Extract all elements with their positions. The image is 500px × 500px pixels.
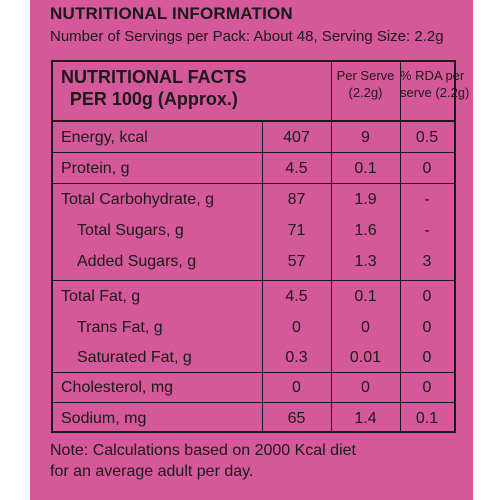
nutrient-row-energy: Energy, kcal 407 9 0.5 — [53, 122, 454, 153]
row-divider — [53, 280, 454, 281]
nutrition-label-panel: NUTRITIONAL INFORMATION Number of Servin… — [30, 0, 473, 500]
header-divider — [53, 120, 454, 122]
row-divider — [53, 372, 454, 373]
nutrient-label: Saturated Fat, g — [77, 349, 192, 366]
column-divider-rda — [400, 62, 401, 431]
footnote-line2: for an average adult per day. — [50, 463, 254, 480]
value-per-serve: 0 — [361, 379, 370, 396]
nutrient-label: Sodium, mg — [61, 410, 147, 427]
servings-info: Number of Servings per Pack: About 48, S… — [50, 28, 444, 45]
value-per-100g: 57 — [287, 253, 306, 270]
nutrient-label: Protein, g — [61, 160, 130, 177]
nutrient-label: Total Carbohydrate, g — [61, 191, 214, 208]
table-title-line1: NUTRITIONAL FACTS — [61, 67, 247, 87]
nutrient-row-total-fat: Total Fat, g 4.5 0.1 0 — [53, 281, 454, 312]
value-per-serve: 0.01 — [349, 349, 382, 366]
value-per-serve: 0.1 — [354, 288, 377, 305]
value-per-100g: 65 — [287, 410, 306, 427]
value-per-100g: 4.5 — [285, 288, 308, 305]
value-rda: 0.5 — [415, 129, 439, 146]
value-per-100g: 0 — [292, 319, 301, 336]
value-per-serve: 0.1 — [354, 160, 377, 177]
value-per-100g: 0.3 — [285, 349, 308, 366]
nutrient-row-cholesterol: Cholesterol, mg 0 0 0 — [53, 372, 454, 403]
value-per-100g: 0 — [292, 379, 301, 396]
per-serve-header-line1: Per Serve — [336, 68, 395, 83]
value-rda: 0 — [422, 319, 432, 336]
rda-header-line2: serve (2.2g) — [400, 85, 470, 100]
value-rda: 3 — [422, 253, 432, 270]
value-per-100g: 87 — [287, 191, 306, 208]
value-per-serve: 1.9 — [354, 191, 377, 208]
nutrient-label: Trans Fat, g — [77, 319, 163, 336]
nutrient-row-sodium: Sodium, mg 65 1.4 0.1 — [53, 403, 454, 434]
value-per-serve: 0 — [361, 319, 370, 336]
table-title: NUTRITIONAL FACTS PER 100g (Approx.) — [61, 66, 247, 110]
per-serve-header-line2: (2.2g) — [348, 85, 383, 100]
value-rda: 0.1 — [415, 410, 439, 427]
nutrient-label: Energy, kcal — [61, 129, 148, 146]
row-divider — [53, 183, 454, 184]
value-per-serve: 1.4 — [354, 410, 377, 427]
nutrient-row-trans-fat: Trans Fat, g 0 0 0 — [53, 312, 454, 343]
nutrient-row-total-sugars: Total Sugars, g 71 1.6 - — [53, 215, 454, 246]
value-rda: 0 — [422, 349, 432, 366]
value-rda: 0 — [422, 160, 432, 177]
footnote-line1: Note: Calculations based on 2000 Kcal di… — [50, 442, 356, 459]
value-rda: 0 — [422, 288, 432, 305]
value-per-serve: 9 — [361, 129, 370, 146]
nutrient-row-total-carbohydrate: Total Carbohydrate, g 87 1.9 - — [53, 184, 454, 215]
value-per-100g: 4.5 — [285, 160, 308, 177]
nutrient-label: Added Sugars, g — [77, 253, 197, 270]
nutrient-row-protein: Protein, g 4.5 0.1 0 — [53, 153, 454, 184]
row-divider — [53, 152, 454, 153]
footnote: Note: Calculations based on 2000 Kcal di… — [50, 440, 460, 482]
per-serve-header: Per Serve (2.2g) — [331, 67, 400, 101]
nutrient-row-saturated-fat: Saturated Fat, g 0.3 0.01 0 — [53, 342, 454, 373]
value-rda: - — [424, 191, 430, 208]
value-per-100g: 71 — [287, 222, 306, 239]
table-title-line2: PER 100g (Approx.) — [69, 89, 238, 109]
value-rda: 0 — [422, 379, 432, 396]
row-divider — [53, 402, 454, 403]
rda-header-line1: % RDA per — [400, 68, 465, 83]
nutrition-facts-table: NUTRITIONAL FACTS PER 100g (Approx.) Per… — [51, 60, 470, 434]
nutrient-label: Total Sugars, g — [77, 222, 184, 239]
column-divider-per-100g — [262, 122, 263, 431]
value-per-serve: 1.6 — [354, 222, 377, 239]
nutrient-label: Cholesterol, mg — [61, 379, 174, 396]
nutrient-label: Total Fat, g — [61, 288, 141, 305]
value-rda: - — [424, 222, 430, 239]
value-per-serve: 1.3 — [354, 253, 377, 270]
value-per-100g: 407 — [283, 129, 310, 146]
rda-header: % RDA per serve (2.2g) — [400, 67, 470, 101]
nutrient-row-added-sugars: Added Sugars, g 57 1.3 3 — [53, 246, 454, 277]
column-divider-per-serve — [331, 62, 332, 431]
nutrition-heading: NUTRITIONAL INFORMATION — [50, 4, 293, 23]
